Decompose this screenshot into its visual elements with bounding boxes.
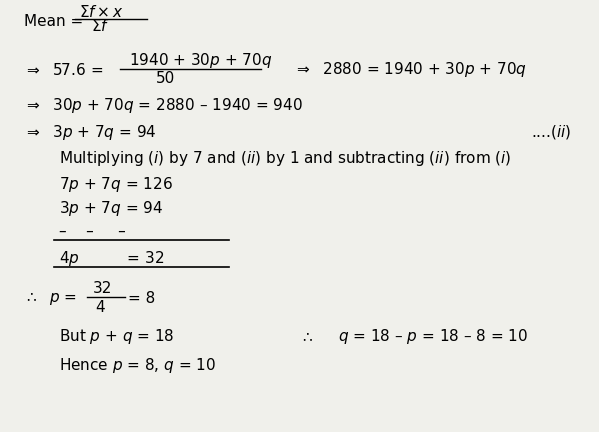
Text: $\Rightarrow$  3$p$ + 7$q$ = 94: $\Rightarrow$ 3$p$ + 7$q$ = 94	[23, 123, 156, 142]
Text: $\Rightarrow$  2880 = 1940 + 30$p$ + 70$q$: $\Rightarrow$ 2880 = 1940 + 30$p$ + 70$q…	[294, 60, 527, 79]
Text: 4: 4	[95, 299, 105, 314]
Text: $\Sigma f \times x$: $\Sigma f \times x$	[79, 4, 124, 20]
Text: –    –     –: – – –	[59, 224, 126, 239]
Text: 7$p$ + 7$q$ = 126: 7$p$ + 7$q$ = 126	[59, 175, 173, 194]
Text: 32: 32	[93, 281, 112, 296]
Text: $\Rightarrow$  57.6 =: $\Rightarrow$ 57.6 =	[23, 62, 104, 78]
Text: 1940 + 30$p$ + 70$q$: 1940 + 30$p$ + 70$q$	[129, 51, 273, 70]
Text: Mean =: Mean =	[23, 14, 87, 29]
Text: Hence $p$ = 8, $q$ = 10: Hence $p$ = 8, $q$ = 10	[59, 356, 216, 375]
Text: $q$ = 18 – $p$ = 18 – 8 = 10: $q$ = 18 – $p$ = 18 – 8 = 10	[338, 327, 528, 346]
Text: 4$p$          = 32: 4$p$ = 32	[59, 249, 164, 268]
Text: $\therefore$: $\therefore$	[300, 329, 313, 344]
Text: = 8: = 8	[128, 291, 155, 306]
Text: $\Rightarrow$  30$p$ + 70$q$ = 2880 – 1940 = 940: $\Rightarrow$ 30$p$ + 70$q$ = 2880 – 194…	[23, 95, 302, 114]
Text: ....($ii$): ....($ii$)	[531, 123, 572, 141]
Text: $\therefore$  $p$ =: $\therefore$ $p$ =	[23, 291, 78, 307]
Text: 50: 50	[156, 71, 175, 86]
Text: But $p$ + $q$ = 18: But $p$ + $q$ = 18	[59, 327, 174, 346]
Text: $\Sigma f$: $\Sigma f$	[91, 18, 110, 34]
Text: Multiplying ($i$) by 7 and ($ii$) by 1 and subtracting ($ii$) from ($i$): Multiplying ($i$) by 7 and ($ii$) by 1 a…	[59, 149, 512, 168]
Text: 3$p$ + 7$q$ = 94: 3$p$ + 7$q$ = 94	[59, 199, 163, 218]
